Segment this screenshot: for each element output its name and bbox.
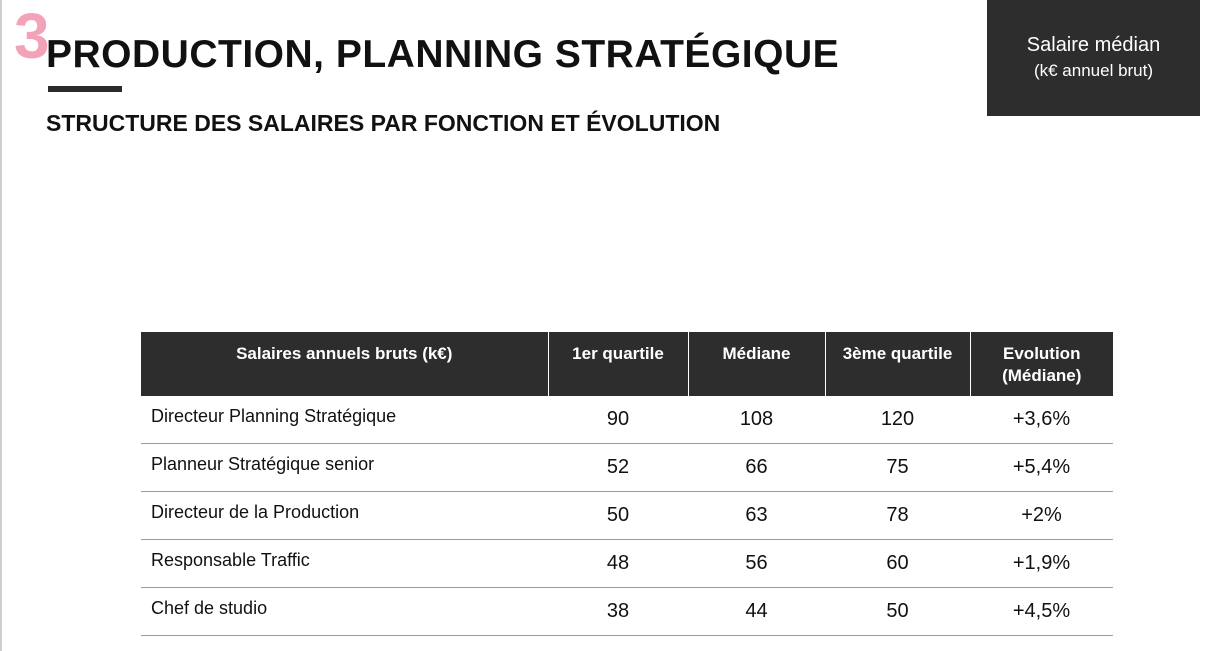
title-underline xyxy=(48,86,122,92)
cell-mediane: 66 xyxy=(688,443,825,492)
cell-q3: 75 xyxy=(825,443,970,492)
cell-q1: 38 xyxy=(548,587,688,636)
cell-q1: 48 xyxy=(548,539,688,588)
cell-evolution: +4,5% xyxy=(970,587,1113,636)
unit-box: Salaire médian (k€ annuel brut) xyxy=(987,0,1200,116)
cell-fonction: Directeur Planning Stratégique xyxy=(141,396,548,444)
cell-mediane: 108 xyxy=(688,396,825,444)
cell-evolution: +5,4% xyxy=(970,443,1113,492)
cell-evolution: +2% xyxy=(970,491,1113,540)
cell-q1: 90 xyxy=(548,396,688,444)
section-number: 3 xyxy=(14,0,50,72)
cell-q3: 60 xyxy=(825,539,970,588)
cell-fonction: Planneur Stratégique senior xyxy=(141,443,548,492)
table-row: Planneur Stratégique senior 52 66 75 +5,… xyxy=(141,443,1113,492)
cell-evolution: +1,9% xyxy=(970,539,1113,588)
table-row: Responsable Traffic 48 56 60 +1,9% xyxy=(141,539,1113,588)
cell-mediane: 44 xyxy=(688,587,825,636)
page-title: PRODUCTION, PLANNING STRATÉGIQUE xyxy=(46,33,840,76)
salary-table: Salaires annuels bruts (k€) 1er quartile… xyxy=(141,332,1113,636)
header-q3: 3ème quartile xyxy=(824,332,970,396)
header-mediane: Médiane xyxy=(687,332,825,396)
cell-evolution: +3,6% xyxy=(970,396,1113,444)
cell-q3: 78 xyxy=(825,491,970,540)
table-header-row: Salaires annuels bruts (k€) 1er quartile… xyxy=(141,332,1113,396)
cell-q1: 52 xyxy=(548,443,688,492)
table-row: Directeur de la Production 50 63 78 +2% xyxy=(141,491,1113,540)
header-evolution: Evolution (Médiane) xyxy=(969,332,1113,396)
cell-mediane: 63 xyxy=(688,491,825,540)
cell-fonction: Responsable Traffic xyxy=(141,539,548,588)
table-row: Directeur Planning Stratégique 90 108 12… xyxy=(141,396,1113,444)
unit-sublabel: (k€ annuel brut) xyxy=(1033,61,1154,80)
cell-fonction: Directeur de la Production xyxy=(141,491,548,540)
table-row: Chef de studio 38 44 50 +4,5% xyxy=(141,587,1113,636)
cell-q3: 120 xyxy=(825,396,970,444)
cell-q1: 50 xyxy=(548,491,688,540)
page-subtitle: STRUCTURE DES SALAIRES PAR FONCTION ET É… xyxy=(46,110,721,136)
header-fonction: Salaires annuels bruts (k€) xyxy=(141,332,548,396)
cell-mediane: 56 xyxy=(688,539,825,588)
header-q1: 1er quartile xyxy=(547,332,688,396)
unit-label: Salaire médian xyxy=(1026,34,1161,56)
cell-q3: 50 xyxy=(825,587,970,636)
cell-fonction: Chef de studio xyxy=(141,587,548,636)
